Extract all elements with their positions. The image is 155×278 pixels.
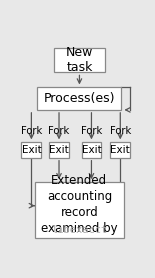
Bar (54, 48, 105, 73)
Text: Process(es): Process(es) (44, 92, 115, 105)
Bar (37, 87, 122, 110)
Text: Fork: Fork (81, 126, 102, 136)
Text: Extended
accounting
record
examined by: Extended accounting record examined by (41, 174, 118, 235)
Bar (22, 142, 41, 158)
Text: Exit: Exit (49, 145, 69, 155)
Text: Fork: Fork (21, 126, 42, 136)
Text: Exit: Exit (82, 145, 101, 155)
Text: libexacct: libexacct (51, 225, 108, 235)
Bar (49, 142, 69, 158)
Text: New
task: New task (66, 46, 93, 74)
Bar (110, 142, 130, 158)
Bar (82, 142, 101, 158)
Bar (35, 182, 124, 238)
Text: Fork: Fork (110, 126, 131, 136)
Text: Exit: Exit (22, 145, 41, 155)
Text: Fork: Fork (48, 126, 70, 136)
Text: Exit: Exit (110, 145, 130, 155)
